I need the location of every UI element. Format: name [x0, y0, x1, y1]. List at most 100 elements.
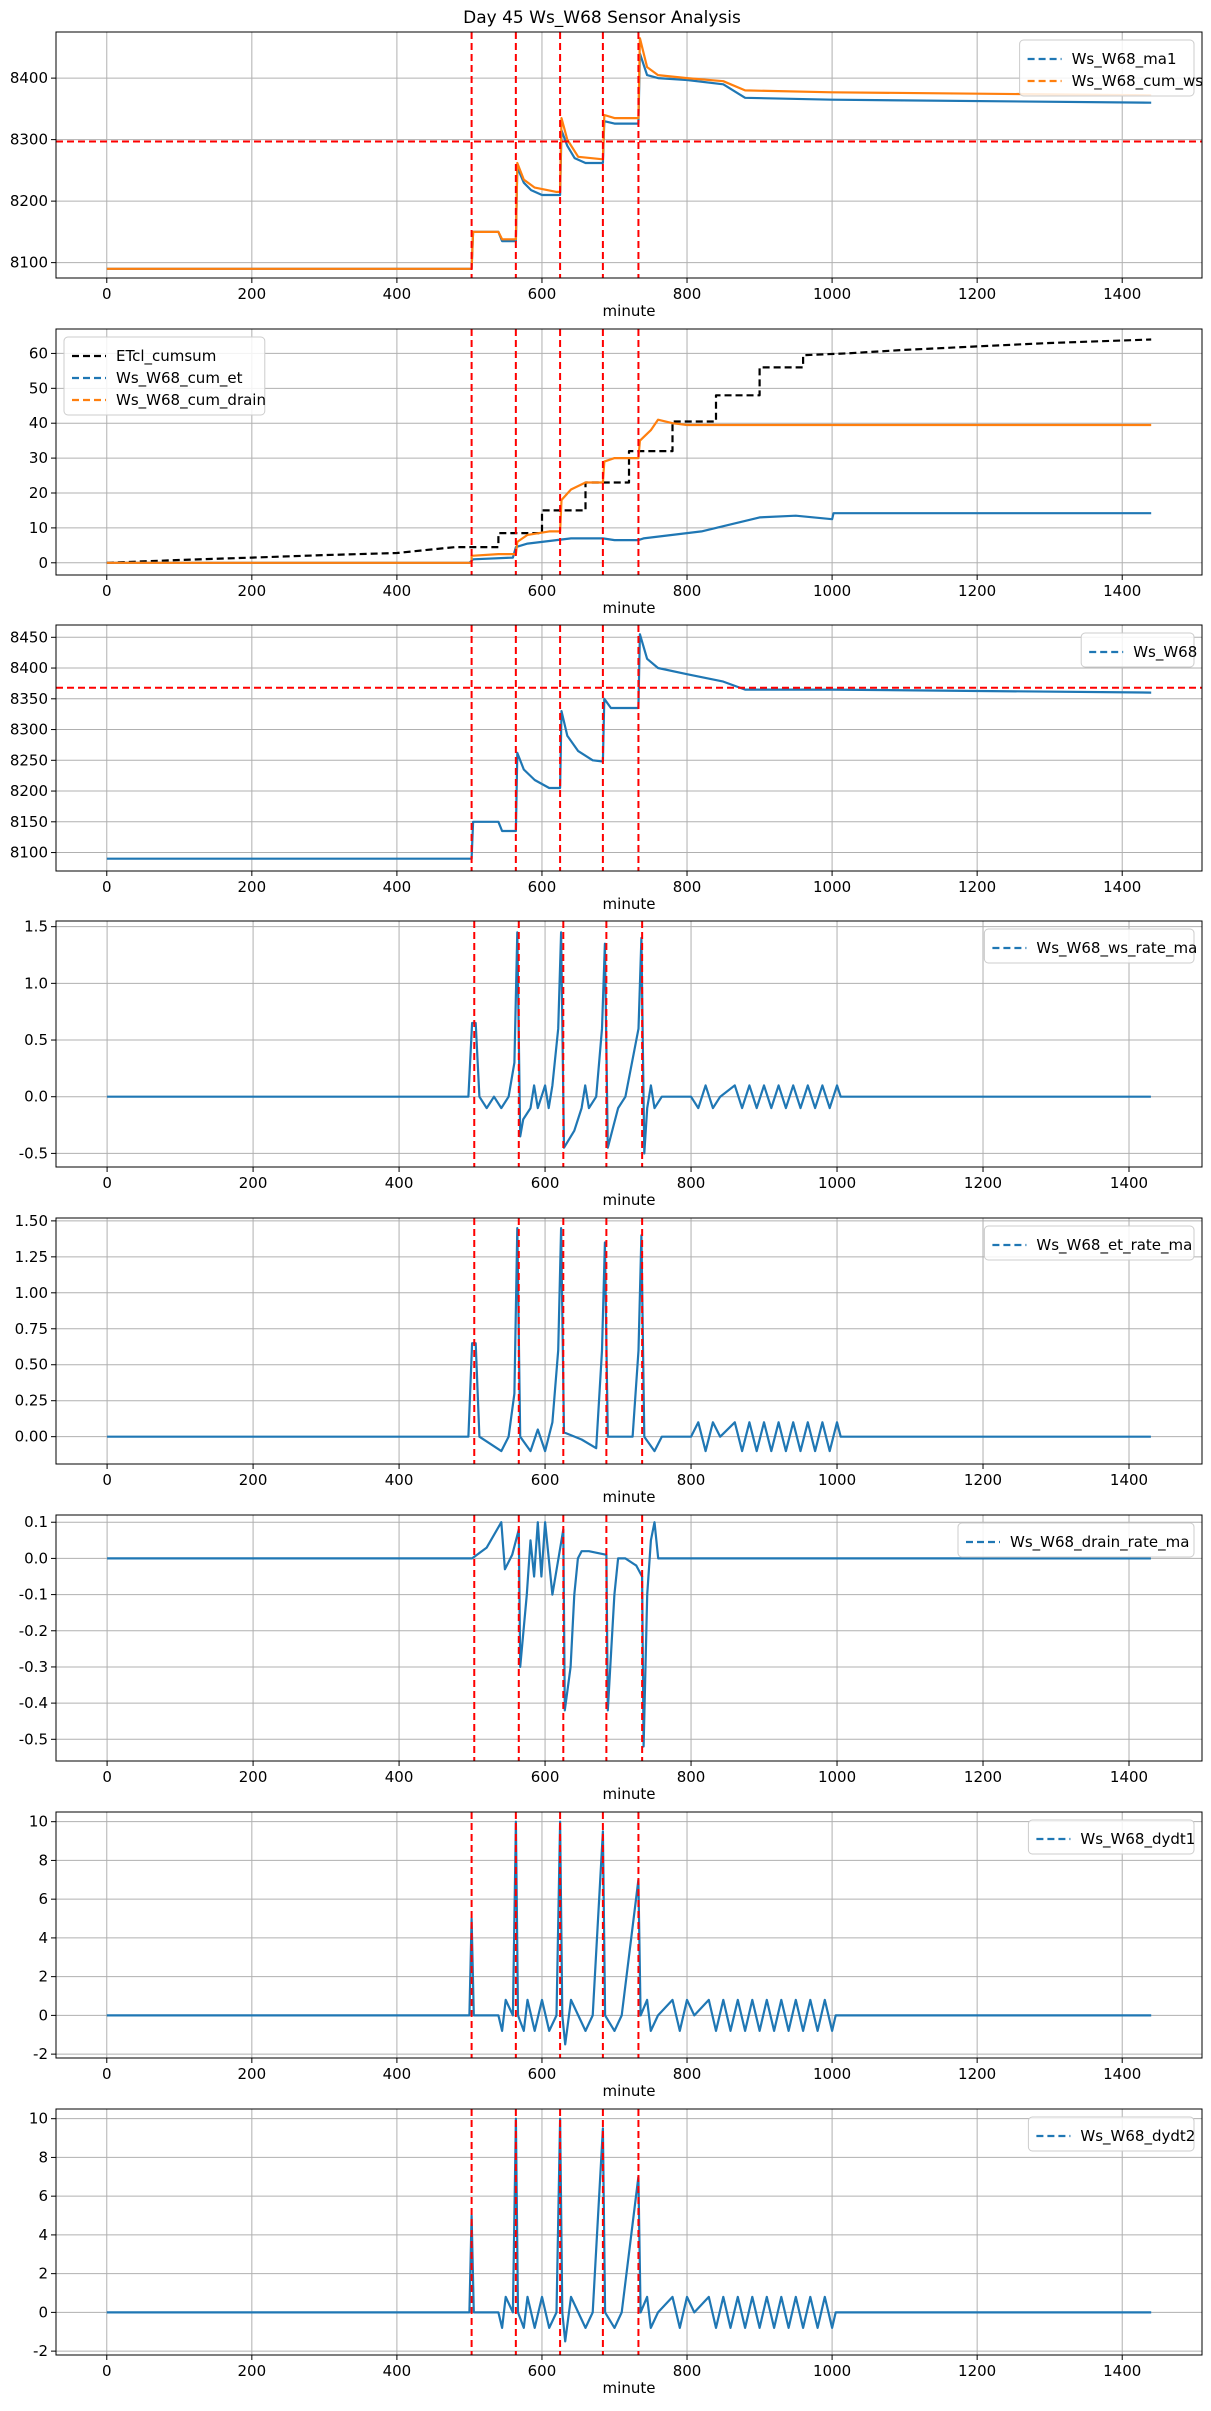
legend-box — [957, 1522, 1195, 1558]
x-tick-label: 600 — [531, 1174, 560, 1192]
y-tick-label: 0.0 — [24, 1549, 48, 1567]
x-tick-label: 600 — [531, 1768, 560, 1786]
legend: Ws_W68_ws_rate_ma — [983, 928, 1197, 964]
x-tick-label: 0 — [102, 2362, 112, 2380]
legend-label: Ws_W68_cum_ws — [1072, 72, 1204, 91]
x-axis-label: minute — [603, 599, 656, 617]
series-line-Ws_W68_cum_drain — [106, 418, 1152, 564]
series-line-Ws_W68_ma1 — [106, 52, 1152, 270]
y-tick-label: 1.0 — [24, 974, 48, 992]
legend-label: Ws_W68_dydt1 — [1080, 1830, 1195, 1849]
x-tick-label: 200 — [238, 2065, 267, 2083]
x-tick-label: 1000 — [813, 2362, 851, 2380]
y-tick-label: 10 — [29, 519, 48, 537]
x-tick-label: 1400 — [1103, 878, 1141, 896]
legend-box — [983, 1225, 1195, 1261]
legend-box — [1080, 632, 1195, 668]
legend: Ws_W68_drain_rate_ma — [957, 1522, 1195, 1558]
x-axis-label: minute — [603, 1785, 656, 1803]
y-tick-label: 0.75 — [15, 1320, 48, 1338]
x-axis-label: minute — [603, 2379, 656, 2397]
y-tick-label: 8150 — [10, 813, 48, 831]
y-tick-label: 8 — [38, 2148, 48, 2166]
subplot-5: 0 200 400 600 800 1000 1200 1400 0.00 0.25 0.50 0.7… — [15, 1212, 1203, 1506]
y-tick-label: 6 — [38, 2187, 48, 2205]
subplot-2: 0 200 400 600 800 1000 1200 1400 0 10 20 30 40 50 60 mi… — [29, 328, 1203, 617]
y-tick-label: 0.25 — [15, 1392, 48, 1410]
x-tick-label: 800 — [673, 2362, 702, 2380]
legend: Ws_W68_et_rate_ma — [983, 1225, 1195, 1261]
subplot-4: 0 200 400 600 800 1000 1200 1400 -0.5 0.0 0.5 1.0 1.… — [19, 918, 1203, 1209]
y-tick-label: 8400 — [10, 659, 48, 677]
subplot-1: 0 200 400 600 800 1000 1200 1400 8100 8200 8300 840… — [10, 31, 1204, 320]
x-tick-label: 1000 — [813, 582, 851, 600]
plot-area — [56, 625, 1202, 871]
y-tick-label: 40 — [29, 414, 48, 432]
x-tick-label: 1400 — [1103, 582, 1141, 600]
y-tick-label: 8250 — [10, 751, 48, 769]
legend-label: Ws_W68_cum_drain — [116, 391, 266, 410]
y-tick-label: 1.00 — [15, 1284, 48, 1302]
legend-box — [1019, 39, 1195, 97]
x-tick-label: 0 — [102, 285, 112, 303]
axes-frame — [55, 920, 1203, 1168]
axes-frame — [55, 31, 1203, 279]
x-tick-label: 1200 — [964, 1174, 1002, 1192]
x-tick-label: 600 — [528, 2065, 557, 2083]
series-line-Ws_W68_cum_et — [106, 512, 1152, 564]
y-tick-label: -2 — [33, 2045, 48, 2063]
x-tick-label: 1200 — [958, 285, 996, 303]
y-tick-label: 0 — [38, 554, 48, 572]
y-tick-label: 0 — [38, 2303, 48, 2321]
y-tick-label: 0.1 — [24, 1513, 48, 1531]
x-axis-label: minute — [603, 895, 656, 913]
x-tick-label: 800 — [673, 285, 702, 303]
x-tick-label: 200 — [238, 582, 267, 600]
x-axis-label: minute — [603, 1488, 656, 1506]
y-tick-label: -0.5 — [19, 1730, 48, 1748]
x-tick-label: 0 — [102, 878, 112, 896]
x-tick-label: 1400 — [1110, 1768, 1148, 1786]
y-tick-label: 0.0 — [24, 1088, 48, 1106]
x-tick-label: 1200 — [958, 878, 996, 896]
y-tick-label: 1.50 — [15, 1212, 48, 1230]
x-tick-label: 1000 — [813, 878, 851, 896]
x-tick-label: 1200 — [964, 1471, 1002, 1489]
axes-frame — [55, 1811, 1203, 2059]
x-tick-label: 1200 — [958, 582, 996, 600]
y-tick-label: 50 — [29, 379, 48, 397]
series-line-Ws_W68_et_rate_ma — [107, 1227, 1151, 1453]
x-tick-label: 0 — [102, 1471, 112, 1489]
plot-area — [107, 921, 1151, 1167]
x-tick-label: 200 — [239, 1768, 268, 1786]
y-tick-label: 4 — [38, 1929, 48, 1947]
x-tick-label: 400 — [385, 1471, 414, 1489]
y-tick-label: 0.00 — [15, 1428, 48, 1446]
axes-frame — [55, 1514, 1203, 1762]
y-tick-label: 0 — [38, 2006, 48, 2024]
legend-label: Ws_W68_ws_rate_ma — [1036, 939, 1197, 958]
x-axis-label: minute — [603, 302, 656, 320]
y-tick-label: 1.5 — [24, 918, 48, 936]
series-line-Ws_W68 — [106, 633, 1152, 860]
legend: Ws_W68_dydt2 — [1027, 2116, 1195, 2152]
y-tick-label: 8400 — [10, 69, 48, 87]
subplot-6: 0 200 400 600 800 1000 1200 1400 -0.5 -0.4 -0.3 -0.… — [19, 1513, 1203, 1803]
legend-label: ETcl_cumsum — [116, 347, 216, 366]
x-tick-label: 200 — [238, 878, 267, 896]
x-tick-label: 1200 — [964, 1768, 1002, 1786]
x-tick-label: 0 — [102, 1174, 112, 1192]
axes-frame — [55, 624, 1203, 872]
subplot-8: 0 200 400 600 800 1000 1200 1400 -2 0 2 4 6 8 10 minute… — [29, 2108, 1203, 2397]
legend-label: Ws_W68_et_rate_ma — [1036, 1236, 1192, 1255]
y-tick-label: 8200 — [10, 192, 48, 210]
x-tick-label: 1000 — [813, 2065, 851, 2083]
legend: Ws_W68 — [1080, 632, 1197, 668]
series-line-Ws_W68_dydt2 — [106, 2117, 1152, 2343]
y-tick-label: 8 — [38, 1851, 48, 1869]
x-tick-label: 1000 — [818, 1768, 856, 1786]
y-tick-label: 8300 — [10, 721, 48, 739]
x-tick-label: 0 — [102, 2065, 112, 2083]
plot-area — [106, 329, 1152, 575]
series-line-Ws_W68_ws_rate_ma — [107, 931, 1151, 1155]
